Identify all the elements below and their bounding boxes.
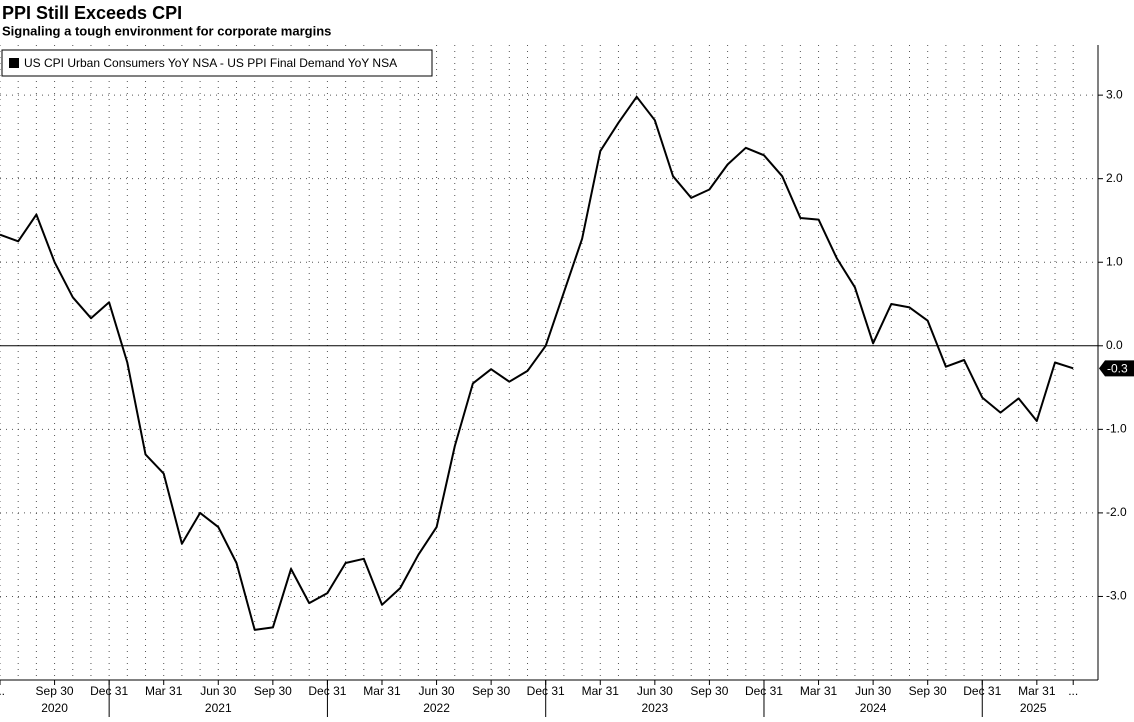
y-tick-label: 2.0 <box>1106 171 1123 185</box>
x-tick-label: Mar 31 <box>145 684 183 698</box>
series-line <box>0 95 1074 631</box>
x-tick-label: Jun 30 <box>855 684 891 698</box>
x-tick-label: Sep 30 <box>909 684 947 698</box>
x-tick-label: Jun 30 <box>200 684 236 698</box>
x-tick-label: Mar 31 <box>582 684 620 698</box>
x-tick-label: ... <box>1068 684 1078 698</box>
x-tick-label: Sep 30 <box>472 684 510 698</box>
y-tick-label: -3.0 <box>1106 589 1127 603</box>
x-tick-label: Sep 30 <box>690 684 728 698</box>
year-label: 2025 <box>1020 701 1047 715</box>
chart-subtitle: Signaling a tough environment for corpor… <box>2 23 331 38</box>
y-tick-label: 0.0 <box>1106 338 1123 352</box>
legend-box <box>1 49 433 77</box>
value-label: -0.3 <box>1107 362 1128 376</box>
chart-title: PPI Still Exceeds CPI <box>2 3 182 23</box>
x-tick-label: Sep 30 <box>254 684 292 698</box>
year-label: 2020 <box>41 701 68 715</box>
x-tick-label: Mar 31 <box>363 684 401 698</box>
legend-swatch <box>9 58 19 68</box>
value-label-box <box>1099 360 1134 377</box>
x-tick-label: Mar 31 <box>1018 684 1056 698</box>
year-label: 2024 <box>860 701 887 715</box>
x-tick-label: Jun 30 <box>637 684 673 698</box>
year-label: 2021 <box>205 701 232 715</box>
y-tick-label: -2.0 <box>1106 505 1127 519</box>
x-tick-label: ... <box>0 684 5 698</box>
x-tick-label: Mar 31 <box>800 684 838 698</box>
legend-label: US CPI Urban Consumers YoY NSA - US PPI … <box>24 56 397 70</box>
year-label: 2022 <box>423 701 450 715</box>
y-tick-label: -1.0 <box>1106 422 1127 436</box>
y-tick-label: 3.0 <box>1106 87 1123 101</box>
x-tick-label: Jun 30 <box>419 684 455 698</box>
year-label: 2023 <box>641 701 668 715</box>
y-tick-label: 1.0 <box>1106 254 1123 268</box>
x-tick-label: Sep 30 <box>36 684 74 698</box>
